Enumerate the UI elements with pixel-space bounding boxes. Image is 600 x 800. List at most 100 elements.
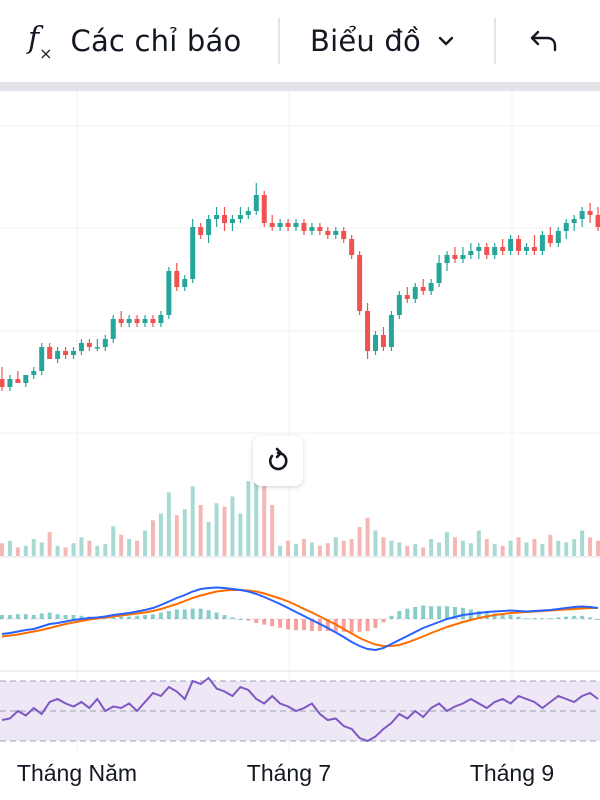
macd-histogram-bar <box>135 615 140 619</box>
macd-histogram-bar <box>222 615 227 619</box>
candle-body <box>460 255 466 259</box>
macd-histogram-bar <box>572 615 577 619</box>
candle-body <box>388 315 394 347</box>
candle-body <box>404 295 410 299</box>
time-axis: Tháng Năm Tháng 7 Tháng 9 <box>17 760 554 786</box>
macd-histogram-bar <box>421 605 426 619</box>
volume-bar <box>508 540 513 556</box>
volume-bar <box>254 475 259 556</box>
macd-histogram-bar <box>516 616 521 619</box>
macd-histogram-bar <box>254 619 259 623</box>
volume-bar <box>63 547 68 556</box>
macd-histogram-bar <box>492 613 497 619</box>
volume-bar <box>588 537 593 556</box>
volume-bar <box>262 479 267 556</box>
toolbar-shadow <box>0 82 600 91</box>
candle-body <box>245 211 251 215</box>
candle-body <box>142 319 148 323</box>
candle-body <box>357 255 363 311</box>
macd-line <box>1 586 599 652</box>
volume-bar <box>468 543 473 556</box>
volume-bar <box>381 537 386 556</box>
candle-body <box>285 223 291 227</box>
volume-bar <box>572 539 577 556</box>
candle-body <box>539 235 545 251</box>
macd-histogram-bar <box>397 611 402 619</box>
macd-histogram-bar <box>111 616 116 619</box>
macd-histogram-bar <box>405 608 410 619</box>
volume-bar <box>532 539 537 556</box>
volume-bar <box>437 542 442 556</box>
macd-histogram-bar <box>286 619 291 630</box>
volume-bar <box>23 545 28 556</box>
volume-bar <box>39 542 44 556</box>
candle-body <box>373 335 378 351</box>
volume-bar <box>158 513 163 556</box>
macd-histogram-bar <box>143 615 148 619</box>
macd-histogram-bar <box>79 615 84 619</box>
chart-type-button[interactable]: Biểu đồ <box>280 0 494 82</box>
macd-histogram-bar <box>500 614 505 619</box>
macd-pane <box>0 586 600 652</box>
candle-body <box>476 247 482 251</box>
volume-bar <box>222 506 227 556</box>
macd-histogram-bar <box>294 619 299 631</box>
candle-body <box>31 371 37 375</box>
macd-histogram-bar <box>437 606 442 619</box>
rsi-line <box>1 676 599 743</box>
candle-body <box>23 375 29 383</box>
candle-body <box>317 227 323 231</box>
toolbar-divider <box>278 18 280 64</box>
volume-bar <box>190 486 195 556</box>
macd-histogram-bar <box>301 619 306 631</box>
candle-body <box>516 239 522 251</box>
volume-bar <box>349 539 354 556</box>
reset-chart-button[interactable] <box>253 436 303 486</box>
volume-bar <box>246 481 251 556</box>
candle-body <box>277 223 283 227</box>
time-axis-label: Tháng 7 <box>247 760 331 786</box>
volume-bar <box>580 530 585 556</box>
volume-bar <box>540 544 545 556</box>
candle-body <box>531 247 537 251</box>
macd-histogram-bar <box>540 618 545 620</box>
macd-histogram-bar <box>460 607 465 619</box>
candle-body <box>269 223 275 227</box>
indicators-label: Các chỉ báo <box>70 24 242 58</box>
macd-histogram-bar <box>206 610 211 619</box>
stock-chart[interactable]: Tháng Năm Tháng 7 Tháng 9 <box>0 91 600 800</box>
function-fx-icon: f× <box>28 21 53 63</box>
macd-histogram-bar <box>150 614 155 619</box>
macd-histogram-bar <box>278 619 283 628</box>
macd-histogram-bar <box>15 614 20 619</box>
indicators-button[interactable]: f× Các chỉ báo <box>0 0 278 82</box>
macd-histogram-bar <box>39 613 44 619</box>
macd-histogram-bar <box>373 619 378 628</box>
macd-histogram-bar <box>174 609 179 619</box>
candle-body <box>595 215 600 227</box>
volume-bar <box>182 509 187 556</box>
candle-body <box>7 379 13 387</box>
volume-pane <box>0 475 600 556</box>
candle-body <box>78 343 84 351</box>
candle-body <box>206 219 212 235</box>
macd-histogram-bar <box>429 606 434 619</box>
candle-body <box>0 379 5 387</box>
candle-body <box>579 211 585 219</box>
candle-body <box>158 315 164 323</box>
candle-body <box>55 351 61 359</box>
volume-bar <box>238 513 243 556</box>
undo-arrow-icon <box>530 30 557 52</box>
candle-body <box>94 347 100 349</box>
candle-body <box>309 227 315 231</box>
undo-button[interactable] <box>496 0 592 82</box>
volume-bar <box>286 540 291 556</box>
candle-body <box>547 235 553 243</box>
volume-bar <box>365 517 370 556</box>
candle-body <box>229 219 235 223</box>
macd-histogram-bar <box>508 615 513 619</box>
candle-body <box>380 335 386 347</box>
macd-histogram-bar <box>262 619 267 625</box>
macd-histogram-bar <box>190 608 195 619</box>
volume-bar <box>7 540 12 556</box>
